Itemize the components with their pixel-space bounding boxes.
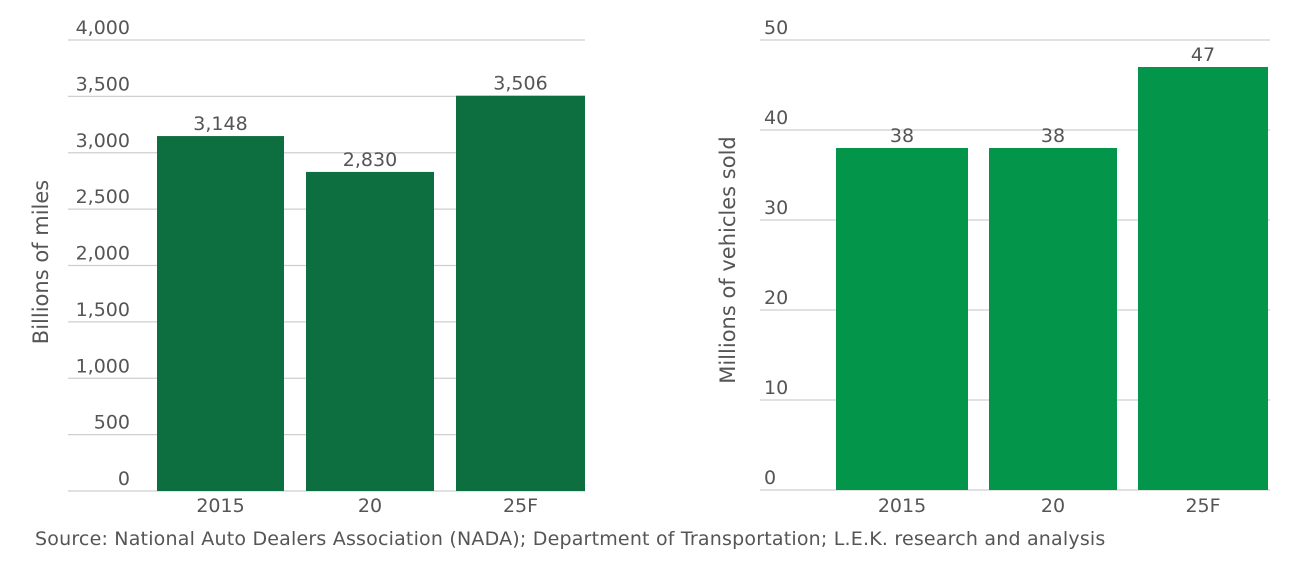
chart2-xtick-label: 20 [1041, 495, 1065, 517]
chart2-ytick-label: 30 [764, 197, 788, 219]
chart2-bar [836, 148, 968, 490]
chart1-bar [306, 171, 434, 492]
chart2-data-label: 38 [1041, 125, 1065, 147]
chart1-ytick-label: 3,500 [76, 73, 130, 95]
chart1-xtick-label: 20 [358, 495, 382, 517]
chart2-y-axis-title: Millions of vehicles sold [716, 136, 740, 384]
source-note: Source: National Auto Dealers Associatio… [35, 528, 1106, 550]
chart2-ytick-label: 10 [764, 377, 788, 399]
chart1-ytick-label: 4,000 [76, 17, 130, 39]
chart1-ytick-label: 0 [118, 468, 130, 490]
chart2-xtick-label: 2015 [878, 495, 926, 517]
chart2-data-label: 38 [890, 125, 914, 147]
chart1-ytick-label: 1,000 [76, 355, 130, 377]
chart1-ytick-label: 500 [94, 412, 130, 434]
chart2-data-label: 47 [1191, 44, 1215, 66]
chart2-bar [989, 148, 1117, 490]
chart1-bar [157, 136, 284, 492]
chart1-bar [456, 95, 585, 492]
chart2-xtick-label: 25F [1185, 495, 1220, 517]
chart2-ytick-label: 0 [764, 467, 776, 489]
chart1-data-label: 2,830 [343, 149, 397, 171]
chart1-xtick-label: 25F [503, 495, 538, 517]
chart2-bar [1138, 67, 1268, 490]
chart2-ytick-label: 20 [764, 287, 788, 309]
chart1-data-label: 3,506 [493, 73, 547, 95]
chart1-ytick-label: 3,000 [76, 130, 130, 152]
chart2-ytick-label: 50 [764, 17, 788, 39]
chart1-data-label: 3,148 [193, 113, 247, 135]
chart2-ytick-label: 40 [764, 107, 788, 129]
chart1-xtick-label: 2015 [196, 495, 244, 517]
chart1-ytick-label: 1,500 [76, 299, 130, 321]
chart1-y-axis-title: Billions of miles [29, 180, 53, 344]
chart1-ytick-label: 2,500 [76, 186, 130, 208]
chart1-ytick-label: 2,000 [76, 243, 130, 265]
